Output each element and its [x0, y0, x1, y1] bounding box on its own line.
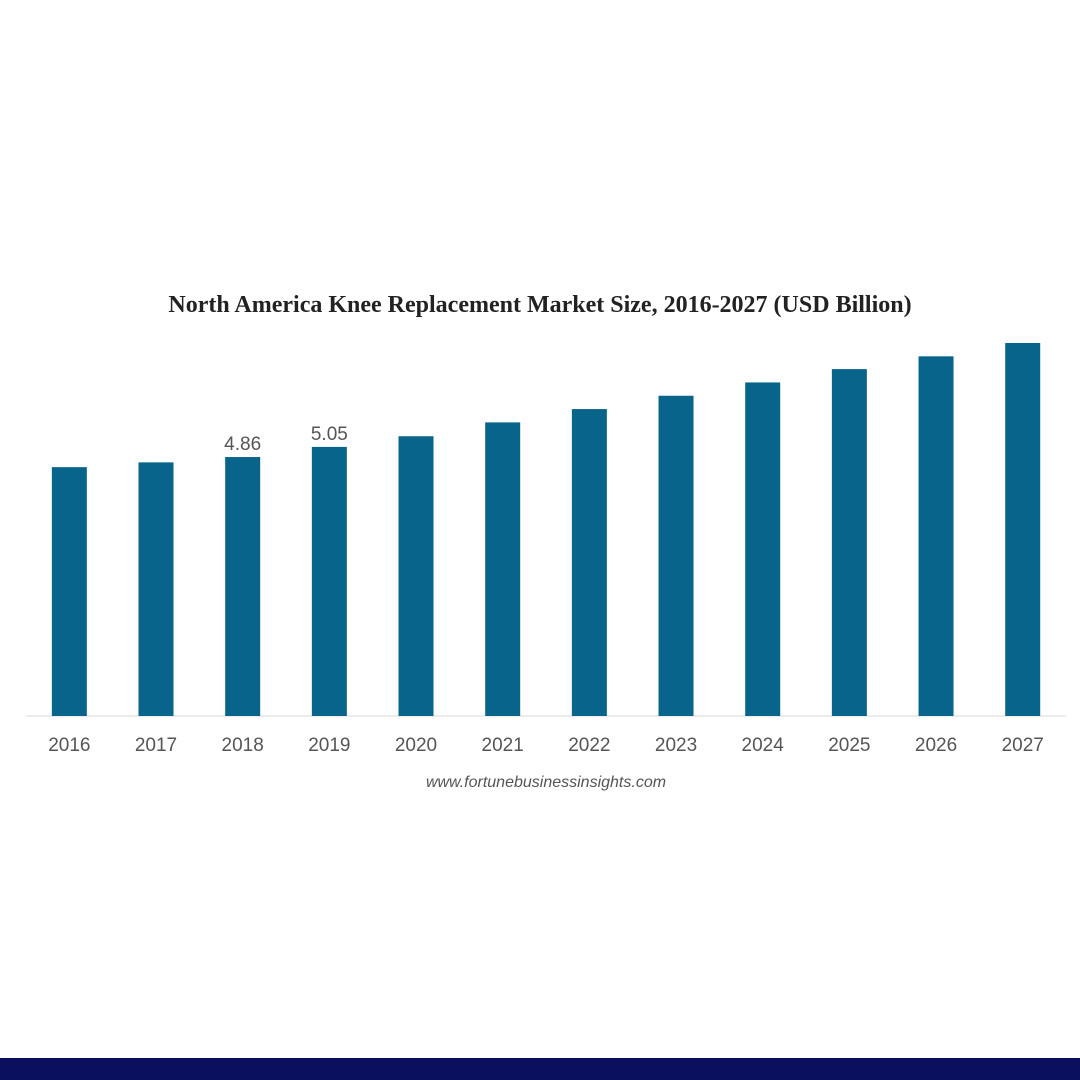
- x-tick-2016: 2016: [48, 735, 90, 756]
- bar-2025: [831, 369, 867, 716]
- x-tick-2022: 2022: [568, 735, 610, 756]
- bar-2026: [918, 356, 954, 716]
- data-labels-group: 4.86 5.05: [224, 424, 348, 455]
- data-label-2019: 5.05: [311, 424, 348, 445]
- x-tick-2021: 2021: [482, 735, 524, 756]
- x-tick-2026: 2026: [915, 735, 957, 756]
- bar-2020: [398, 436, 434, 716]
- x-tick-labels-group: 2016 2017 2018 2019 2020 2021 2022 2023 2024 2025…: [48, 735, 1044, 756]
- x-tick-2018: 2018: [222, 735, 264, 756]
- bar-2024: [745, 382, 781, 716]
- chart-title: North America Knee Replacement Market Si…: [168, 292, 912, 318]
- bars-group: [51, 343, 1041, 716]
- bar-2016: [51, 467, 87, 716]
- footer-band: [0, 1058, 1080, 1080]
- bar-2023: [658, 395, 694, 716]
- bar-2017: [138, 462, 174, 716]
- source-credit: www.fortunebusinessinsights.com: [425, 774, 667, 791]
- bar-2022: [571, 409, 607, 716]
- x-tick-2017: 2017: [135, 735, 177, 756]
- x-tick-2023: 2023: [655, 735, 697, 756]
- bar-2018: [225, 457, 261, 716]
- bar-2021: [485, 422, 521, 716]
- x-tick-2019: 2019: [308, 735, 350, 756]
- x-tick-2025: 2025: [828, 735, 870, 756]
- x-tick-2020: 2020: [395, 735, 437, 756]
- x-tick-2024: 2024: [742, 735, 785, 756]
- data-label-2018: 4.86: [224, 434, 261, 455]
- x-tick-2027: 2027: [1002, 735, 1044, 756]
- bar-2019: [311, 446, 347, 716]
- bar-2027: [1005, 343, 1041, 716]
